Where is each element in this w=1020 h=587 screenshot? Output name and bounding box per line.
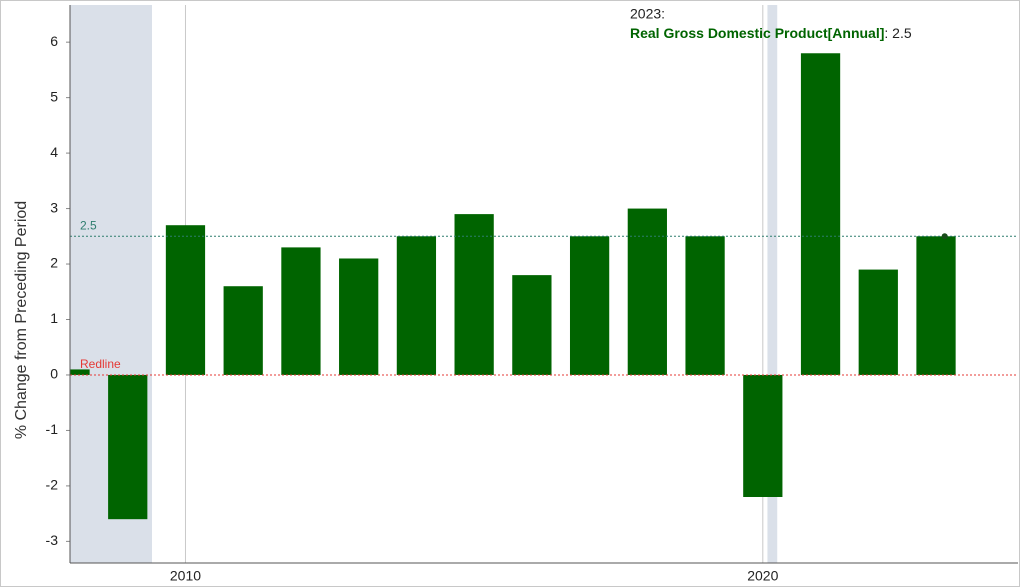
bar	[685, 236, 725, 375]
y-tick-label: -3	[46, 532, 59, 548]
bar	[339, 258, 379, 375]
bar	[281, 247, 321, 375]
bar	[569, 236, 610, 375]
bar	[627, 208, 667, 375]
x-tick-label: 2020	[747, 568, 778, 584]
x-tick-label: 2010	[170, 568, 201, 584]
y-axis-label: % Change from Preceding Period	[13, 201, 30, 439]
y-tick-label: 4	[50, 144, 58, 160]
y-tick-label: 1	[50, 310, 58, 326]
y-tick-label: 6	[50, 33, 58, 49]
y-tick-label: 5	[50, 88, 58, 104]
bar	[165, 225, 206, 375]
reference-label: Redline	[80, 357, 121, 371]
bar	[70, 369, 90, 375]
axes: 2010 2020 -3 -2 -1 0 1 2 3 4 5 6 2.5 Redline	[46, 5, 1018, 584]
recession-shade	[767, 5, 778, 563]
y-tick-label: -2	[46, 477, 59, 493]
bar	[512, 275, 552, 375]
reference-label: 2.5	[80, 218, 97, 232]
bar	[396, 236, 437, 375]
bar	[108, 374, 148, 520]
tooltip-line: Real Gross Domestic Product[Annual]: 2.5	[630, 25, 912, 41]
bar	[858, 269, 898, 375]
tooltip-title: 2023:	[630, 6, 665, 22]
bar	[800, 53, 841, 375]
y-tick-label: 0	[50, 366, 58, 382]
bar	[743, 374, 783, 497]
plot-area	[70, 5, 1018, 563]
bar	[916, 236, 956, 375]
tooltip-value: : 2.5	[884, 25, 911, 41]
tooltip-series-name: Real Gross Domestic Product[Annual]	[630, 25, 884, 41]
y-tick-label: 3	[50, 199, 58, 215]
bar	[454, 214, 494, 375]
hover-point	[941, 233, 948, 240]
bar	[223, 286, 263, 375]
y-tick-label: 2	[50, 255, 58, 271]
y-tick-label: -1	[46, 421, 59, 437]
